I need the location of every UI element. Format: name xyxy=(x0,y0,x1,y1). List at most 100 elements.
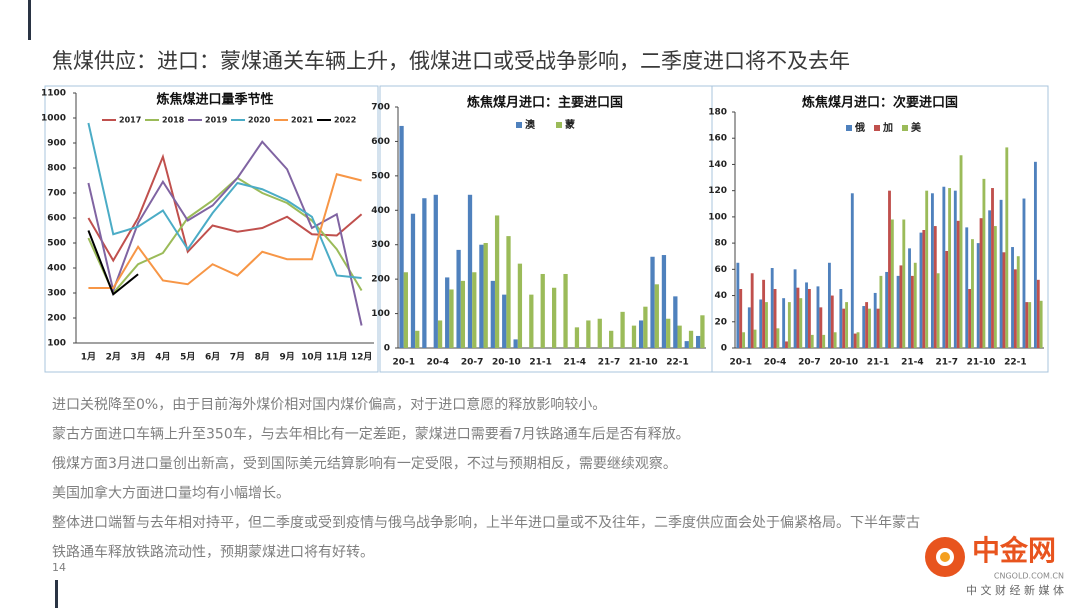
bar xyxy=(483,242,488,348)
logo-tagline: 中 文 财 经 新 媒 体 xyxy=(966,583,1064,597)
bar xyxy=(868,308,871,348)
x-tick-label: 21-10 xyxy=(967,358,996,368)
bar xyxy=(1002,252,1006,348)
bar xyxy=(1016,256,1020,348)
x-tick-label: 20-1 xyxy=(392,358,415,368)
bar xyxy=(1025,302,1029,348)
bar xyxy=(759,299,763,348)
bar xyxy=(850,193,854,348)
bar xyxy=(827,262,831,348)
legend-label: 2021 xyxy=(291,116,314,125)
bar xyxy=(673,296,678,348)
slide-title: 焦煤供应：进口：蒙煤通关车辆上升，俄煤进口或受战争影响，二季度进口将不及去年 xyxy=(52,49,850,73)
legend-swatch xyxy=(902,125,908,131)
bar xyxy=(865,302,869,348)
x-tick-label: 20-7 xyxy=(798,358,821,368)
y-tick-label: 700 xyxy=(47,189,66,199)
y-tick-label: 120 xyxy=(708,186,727,196)
legend-swatch xyxy=(874,125,880,131)
bar xyxy=(805,282,808,348)
bar xyxy=(816,286,820,348)
x-tick-label: 21-4 xyxy=(564,358,587,368)
x-tick-label: 4月 xyxy=(155,352,170,363)
bar xyxy=(631,325,637,348)
bar xyxy=(845,302,849,348)
bar xyxy=(597,318,602,348)
bar xyxy=(494,215,500,348)
x-tick-label: 20-4 xyxy=(427,358,450,368)
bar xyxy=(796,287,800,348)
series-line xyxy=(87,153,363,263)
series-line xyxy=(87,230,139,296)
logo-name: 中金网 xyxy=(972,534,1056,567)
bar xyxy=(638,320,644,348)
bar xyxy=(736,262,740,348)
legend-label: 2020 xyxy=(248,116,271,125)
x-tick-label: 6月 xyxy=(205,352,220,363)
bar xyxy=(982,178,986,348)
y-tick-label: 160 xyxy=(708,134,727,144)
x-tick-label: 3月 xyxy=(130,352,145,363)
bar xyxy=(839,289,843,348)
bar xyxy=(700,315,705,348)
legend-label: 澳 xyxy=(525,118,536,131)
bar xyxy=(529,294,534,348)
y-tick-label: 180 xyxy=(708,108,727,118)
bar xyxy=(472,272,477,348)
bar xyxy=(842,308,846,348)
bar xyxy=(936,273,940,348)
x-tick-label: 20-1 xyxy=(729,358,752,368)
chart-frame xyxy=(711,85,1049,373)
bar xyxy=(1033,161,1037,348)
bar xyxy=(948,188,952,348)
bar xyxy=(688,330,694,348)
y-tick-label: 100 xyxy=(708,212,727,222)
bar xyxy=(1022,198,1026,348)
bar xyxy=(956,220,960,348)
bar xyxy=(765,302,768,348)
x-tick-label: 2月 xyxy=(106,352,121,363)
bar xyxy=(979,218,983,348)
x-tick-label: 8月 xyxy=(255,352,270,363)
bar xyxy=(399,125,404,348)
bar xyxy=(988,210,992,348)
bar xyxy=(908,248,911,348)
legend-swatch xyxy=(846,125,852,131)
x-tick-label: 22-1 xyxy=(1004,358,1027,368)
bar xyxy=(922,230,926,348)
note-line: 铁路通车释放铁路流动性，预期蒙煤进口将有好转。 xyxy=(52,544,374,561)
bar xyxy=(742,332,746,348)
bar xyxy=(1039,300,1043,348)
bar xyxy=(793,269,797,348)
bar xyxy=(919,232,923,348)
y-tick-label: 500 xyxy=(47,239,66,249)
logo-mark xyxy=(940,552,950,562)
y-tick-label: 60 xyxy=(714,265,727,275)
y-tick-label: 100 xyxy=(371,309,390,319)
bar xyxy=(993,226,997,348)
chart-frame xyxy=(44,85,379,373)
page-number: 14 xyxy=(52,561,66,574)
bar xyxy=(953,190,957,348)
bar xyxy=(415,330,420,348)
bar xyxy=(513,339,518,348)
bar xyxy=(684,341,689,348)
legend-label: 美 xyxy=(911,121,922,134)
y-tick-label: 0 xyxy=(721,344,727,354)
bar xyxy=(896,275,900,348)
bar xyxy=(433,194,438,348)
x-tick-label: 22-1 xyxy=(666,358,689,368)
bar xyxy=(913,262,917,348)
bar xyxy=(753,329,757,348)
x-tick-label: 21-7 xyxy=(598,358,621,368)
bar xyxy=(750,273,754,348)
bar xyxy=(770,268,774,348)
bar xyxy=(968,289,972,348)
legend-label: 加 xyxy=(882,121,893,134)
bar xyxy=(782,298,786,348)
bar xyxy=(925,190,929,348)
legend-swatch xyxy=(556,122,562,128)
note-line: 美国加拿大方面进口量均有小幅增长。 xyxy=(52,485,290,502)
bar xyxy=(1011,247,1014,348)
